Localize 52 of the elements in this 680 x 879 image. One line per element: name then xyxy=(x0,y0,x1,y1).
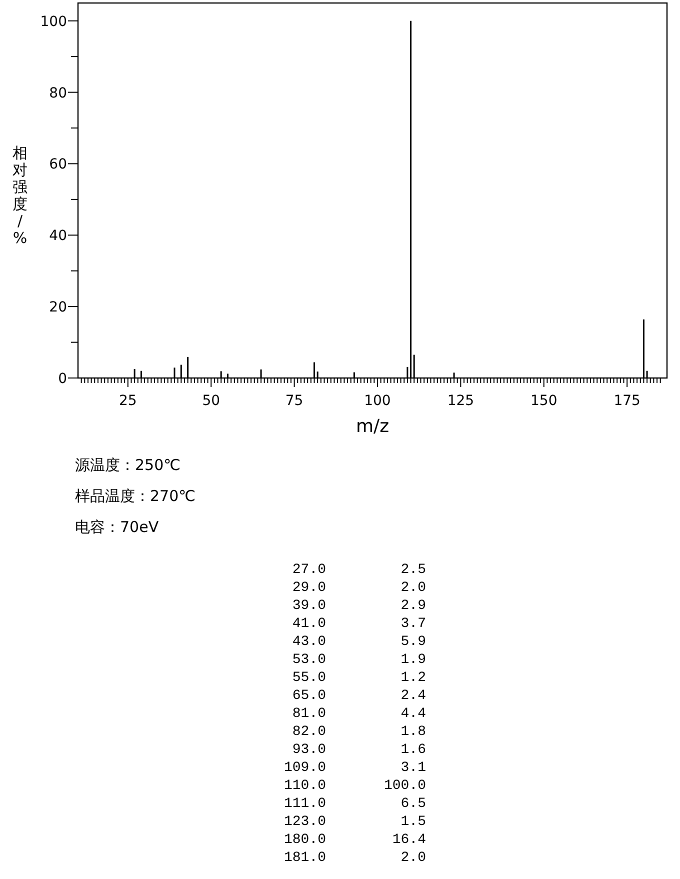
text: 180.0 xyxy=(284,832,326,848)
y-tick-label: 20 xyxy=(49,300,67,316)
y-tick-label: 40 xyxy=(49,228,67,244)
y-tick-label: 0 xyxy=(58,371,67,387)
text: 1.5 xyxy=(400,814,426,830)
x-tick-label: 100 xyxy=(364,393,391,409)
x-tick-label: 150 xyxy=(530,393,558,409)
text: 电容：70eV xyxy=(75,518,160,536)
x-tick-label: 175 xyxy=(614,393,640,409)
text: 81.0 xyxy=(292,706,326,722)
text: 110.0 xyxy=(284,778,326,794)
text: 111.0 xyxy=(284,796,326,812)
text: 53.0 xyxy=(292,652,326,668)
text: 2.0 xyxy=(400,580,426,596)
text: 4.4 xyxy=(400,706,426,722)
text: 181.0 xyxy=(284,850,326,866)
x-tick-label: 25 xyxy=(119,393,137,409)
text: 27.0 xyxy=(292,562,326,578)
text: 109.0 xyxy=(284,760,326,776)
text: 5.9 xyxy=(400,634,426,650)
y-tick-label: 60 xyxy=(49,156,67,173)
text: 100.0 xyxy=(384,778,426,794)
x-axis-title: m/z xyxy=(356,416,390,437)
y-tick-label: 100 xyxy=(40,14,67,30)
text: 29.0 xyxy=(292,580,326,596)
text: 2.5 xyxy=(400,562,426,578)
text: 6.5 xyxy=(400,796,426,812)
text: 样品温度：270℃ xyxy=(75,487,196,505)
text: 3.1 xyxy=(400,760,426,776)
text: 43.0 xyxy=(292,634,326,650)
text: 123.0 xyxy=(284,814,326,830)
x-tick-label: 50 xyxy=(202,393,220,409)
text: 2.9 xyxy=(400,598,426,614)
text: 1.2 xyxy=(400,670,426,686)
text: 1.6 xyxy=(400,742,426,758)
text: 82.0 xyxy=(292,724,326,740)
y-tick-label: 80 xyxy=(49,85,67,102)
text: 1.8 xyxy=(400,724,426,740)
text: 2.0 xyxy=(400,850,426,866)
text: 41.0 xyxy=(292,616,326,632)
x-tick-label: 125 xyxy=(447,393,474,409)
text: 3.7 xyxy=(400,616,426,632)
y-axis-title: 相对强度/% xyxy=(12,144,28,247)
text: 1.9 xyxy=(400,652,426,668)
text: 55.0 xyxy=(292,670,326,686)
text: 16.4 xyxy=(392,832,426,848)
text: 源温度：250℃ xyxy=(75,456,180,474)
text: 93.0 xyxy=(292,742,326,758)
text: 2.4 xyxy=(400,688,426,704)
x-tick-label: 75 xyxy=(285,393,304,409)
text: 65.0 xyxy=(292,688,326,704)
text: 39.0 xyxy=(292,598,326,614)
